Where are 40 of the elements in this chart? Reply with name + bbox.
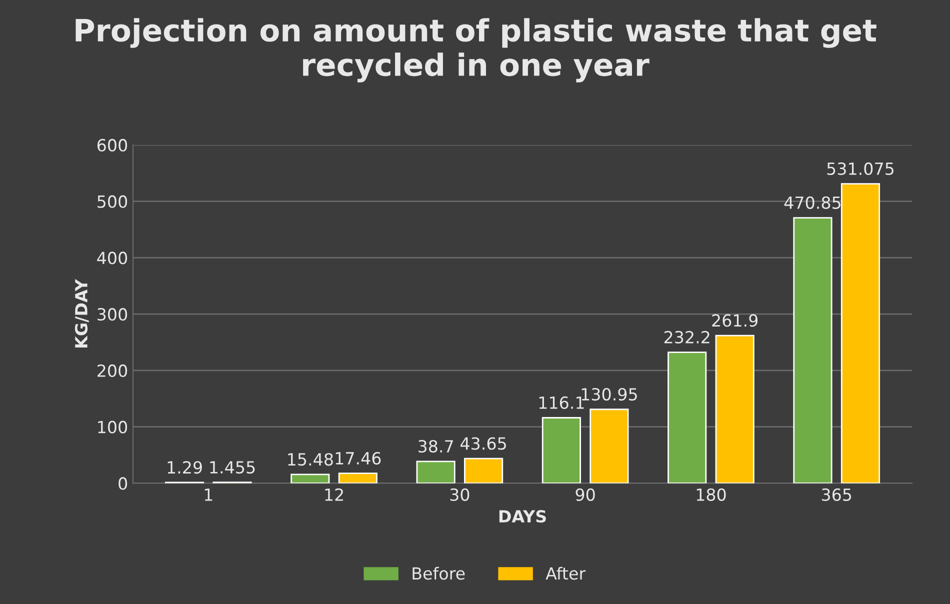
bar	[542, 417, 581, 484]
y-tick-label: 200	[98, 364, 128, 378]
x-tick-label: 30	[450, 488, 470, 501]
data-label: 43.65	[460, 437, 506, 450]
data-label: 470.85	[784, 196, 840, 209]
y-tick-label: 100	[98, 420, 128, 434]
legend-label: Before	[412, 566, 465, 580]
data-label: 15.48	[288, 453, 333, 466]
data-label: 17.46	[336, 452, 381, 465]
bar	[840, 183, 880, 484]
x-tick-label: 365	[822, 488, 852, 501]
data-label: 116.1	[539, 396, 584, 409]
bar	[793, 217, 832, 484]
bar	[338, 472, 378, 484]
bar	[416, 460, 456, 484]
y-tick-label: 600	[97, 138, 128, 152]
x-tick-label: 1	[204, 488, 212, 501]
data-label: 1.455	[210, 461, 255, 474]
chart-title: Projection on amount of plastic waste that get recycled in one year	[76, 18, 876, 82]
y-tick-label: 0	[118, 477, 128, 490]
bar	[290, 474, 330, 484]
y-tick-label: 300	[98, 308, 128, 321]
bar	[590, 408, 629, 484]
bar	[668, 352, 707, 484]
x-tick-label: 12	[325, 488, 343, 501]
data-label: 531.075	[827, 162, 894, 176]
data-label: 38.7	[418, 440, 453, 453]
data-label: 261.9	[712, 314, 758, 327]
y-axis-title: KG/DAY	[74, 278, 89, 348]
data-label: 130.95	[582, 388, 637, 401]
x-tick-label: 180	[696, 488, 726, 501]
x-axis-title: DAYS	[499, 510, 546, 523]
data-label: 232.2	[664, 330, 710, 344]
y-tick-label: 400	[97, 252, 128, 264]
x-tick-label: 90	[576, 488, 595, 501]
bar	[464, 458, 504, 484]
y-tick-label: 500	[98, 195, 128, 208]
data-label: 1.29	[168, 461, 202, 474]
bar	[715, 334, 754, 484]
legend-label: After	[546, 566, 586, 580]
